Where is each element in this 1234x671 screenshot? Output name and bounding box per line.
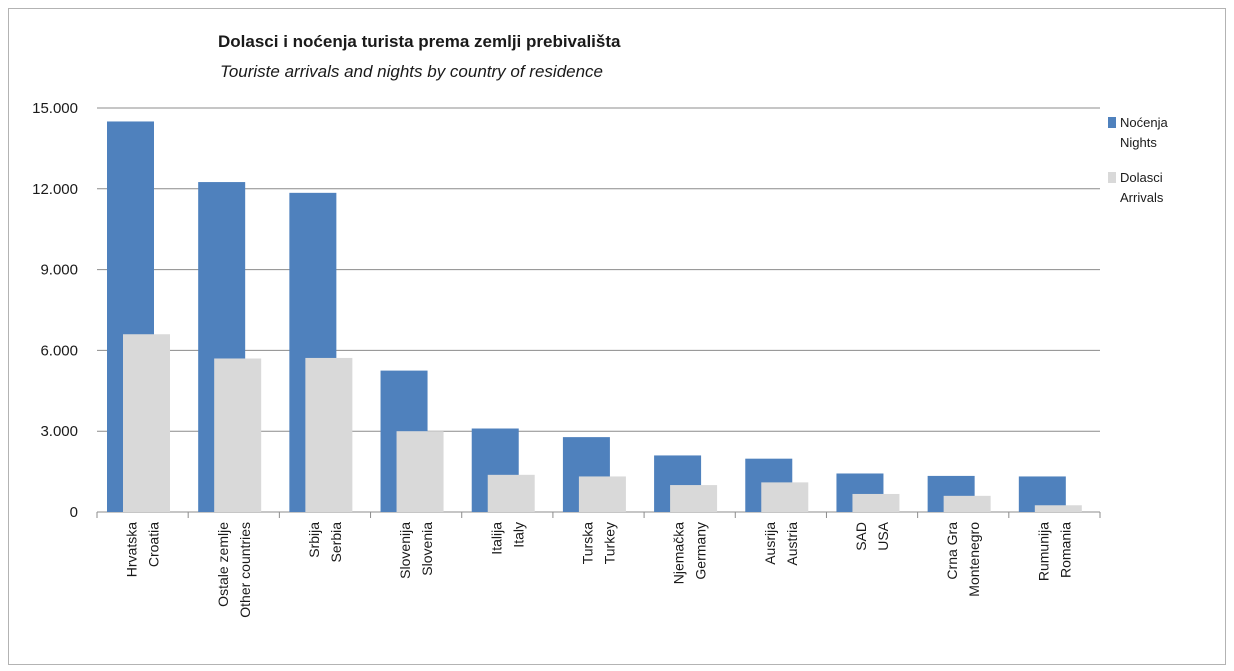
bar-arrivals: [761, 482, 809, 512]
y-tick-label: 12.000: [32, 181, 78, 198]
x-tick-label: Ausrija Austria: [762, 522, 800, 566]
chart-subtitle: Touriste arrivals and nights by country …: [220, 62, 604, 81]
bar-arrivals: [670, 485, 718, 512]
bar-arrivals: [487, 474, 535, 512]
x-tick-label: Rumunija Romania: [1035, 522, 1073, 581]
bar-arrivals: [123, 334, 170, 512]
bar-arrivals: [852, 493, 900, 512]
x-tick-label: Slovenija Slovenia: [397, 522, 435, 579]
bars: [107, 121, 1082, 513]
bar-arrivals: [943, 495, 991, 512]
bar-arrivals: [214, 358, 262, 512]
bar-arrivals: [578, 476, 626, 512]
legend-label: Nights: [1120, 135, 1157, 150]
y-axis: 0 3.000 6.000 9.000 12.000 15.000: [32, 100, 78, 521]
bar-arrivals: [396, 431, 444, 512]
legend: Noćenja Nights Dolasci Arrivals: [1108, 115, 1168, 205]
x-axis: Hrvatska Croatia Ostale zemlje Other countr…: [96, 512, 1101, 618]
legend-swatch-arrivals: [1108, 172, 1116, 183]
x-tick-label: Srbija Serbia: [306, 522, 344, 563]
legend-label: Noćenja: [1120, 115, 1168, 130]
x-tick-label: Crna Gra Montenegro: [944, 522, 982, 597]
legend-swatch-nights: [1108, 117, 1116, 128]
bar-arrivals: [305, 357, 353, 512]
x-tick-label: SAD USA: [853, 521, 891, 550]
x-tick-label: Hrvatska Croatia: [124, 522, 162, 577]
bar-arrivals: [1034, 505, 1082, 512]
legend-label: Dolasci: [1120, 170, 1163, 185]
x-tick-label: Njemačka Germany: [671, 522, 709, 584]
legend-label: Arrivals: [1120, 190, 1164, 205]
y-tick-label: 3.000: [40, 423, 78, 440]
y-tick-label: 6.000: [40, 342, 78, 359]
x-tick-label: Turska Turkey: [580, 522, 618, 564]
y-tick-label: 0: [70, 504, 78, 521]
x-tick-label: Italija Italy: [488, 522, 526, 555]
x-tick-label: Ostale zemlje Other countries: [215, 522, 253, 618]
chart-title: Dolasci i noćenja turista prema zemlji p…: [218, 32, 621, 51]
y-tick-label: 9.000: [40, 262, 78, 279]
y-tick-label: 15.000: [32, 100, 78, 117]
